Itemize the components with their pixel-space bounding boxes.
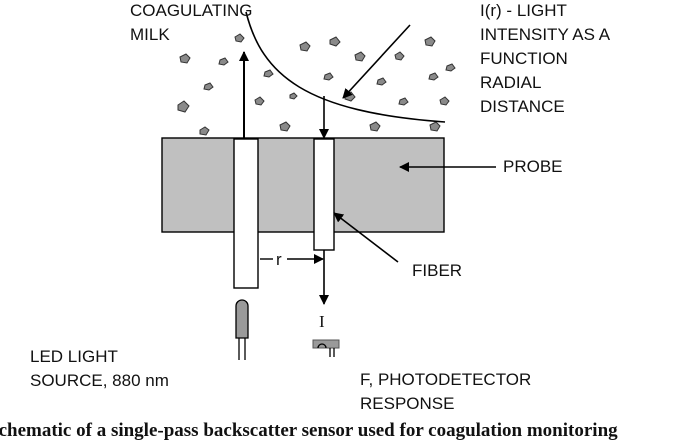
particle	[263, 69, 274, 78]
particle	[424, 36, 436, 47]
particle	[376, 77, 387, 86]
particle	[279, 121, 291, 132]
detector-label-line2: RESPONSE	[360, 394, 454, 413]
particle	[429, 121, 441, 132]
particle	[289, 92, 298, 100]
detector-label-line1: F, PHOTODETECTOR	[360, 370, 531, 389]
fiber-label: FIBER	[412, 261, 462, 280]
particle	[254, 96, 265, 106]
particle	[323, 72, 334, 81]
intensity-label-line3: FUNCTION	[480, 49, 568, 68]
probe-label: PROBE	[503, 157, 563, 176]
intensity-curve	[245, 11, 446, 123]
detector-fiber	[313, 138, 335, 251]
particle	[179, 53, 191, 64]
particle	[394, 51, 405, 61]
particle	[428, 72, 439, 81]
particle	[177, 100, 190, 113]
particle	[354, 51, 366, 62]
coagulating-label: COAGULATING	[130, 1, 252, 20]
particle	[218, 57, 229, 66]
particle	[398, 97, 409, 106]
particle	[445, 63, 456, 72]
milk-label: MILK	[130, 25, 170, 44]
particle	[369, 121, 381, 132]
intensity-label-line5: DISTANCE	[480, 97, 565, 116]
figure-caption: Schematic of a single-pass backscatter s…	[0, 420, 618, 441]
intensity-label-line4: RADIAL	[480, 73, 541, 92]
milk-particles	[177, 33, 456, 136]
intensity-label-line2: INTENSITY AS A	[480, 25, 611, 44]
particle	[299, 41, 311, 52]
photodetector-icon	[312, 339, 340, 357]
r-label: r	[276, 250, 282, 269]
intensity-i-label: I	[319, 312, 325, 331]
particle	[203, 82, 214, 91]
particle	[329, 36, 341, 47]
fiber-pointer-arrow	[333, 212, 399, 263]
particle	[439, 96, 450, 106]
led-label-line1: LED LIGHT	[30, 347, 118, 366]
led-label-line2: SOURCE, 880 nm	[30, 371, 169, 390]
particle	[199, 126, 210, 136]
source-fiber	[233, 138, 259, 289]
intensity-label-line1: I(r) - LIGHT	[480, 1, 567, 20]
intensity-pointer-arrow	[342, 24, 411, 99]
particle	[234, 33, 245, 43]
probe-block	[161, 137, 445, 233]
led-icon	[235, 299, 249, 360]
